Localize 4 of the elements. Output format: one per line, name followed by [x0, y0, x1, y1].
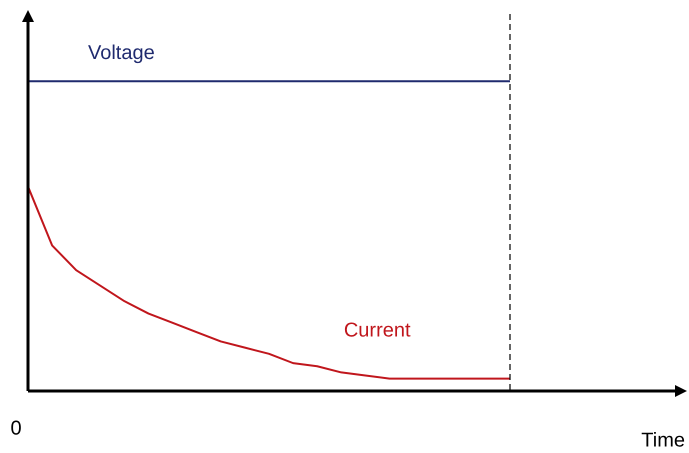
text: 0: [10, 418, 22, 440]
text: Time: [641, 430, 685, 452]
series-label: Voltage: [88, 42, 155, 64]
series-label: Current: [344, 320, 411, 342]
